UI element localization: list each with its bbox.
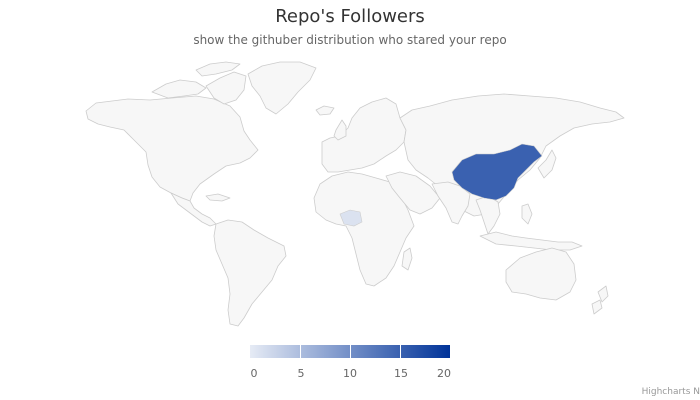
north-america-land — [85, 95, 259, 202]
greenland-land — [247, 61, 317, 115]
chart-title: Repo's Followers — [275, 6, 425, 27]
new-zealand-land — [597, 285, 609, 303]
south-america-land — [213, 219, 287, 327]
credits-link[interactable]: Highcharts N — [641, 387, 700, 397]
country-china[interactable] — [451, 143, 543, 201]
japan-land — [537, 149, 557, 179]
indonesia-land — [479, 231, 583, 251]
chart-subtitle: show the githuber distribution who stare… — [193, 33, 507, 47]
color-axis-gridline — [300, 345, 301, 358]
color-axis-gridline — [400, 345, 401, 358]
cuba-land — [205, 193, 231, 202]
madagascar-land — [401, 247, 413, 271]
new-zealand-south-land — [591, 299, 603, 315]
country-nigeria[interactable] — [339, 209, 363, 227]
great-britain-land — [333, 119, 347, 141]
iceland-land — [315, 105, 335, 116]
ellesmere-island-land — [195, 61, 241, 77]
baffin-island-land — [205, 71, 247, 105]
philippines-land — [521, 203, 533, 225]
color-axis-tick-15: 15 — [394, 367, 408, 380]
arctic-islands-land — [151, 79, 207, 99]
australia-land — [505, 247, 577, 301]
color-axis-tick-20: 20 — [437, 367, 451, 380]
color-axis-tick-0: 0 — [250, 367, 258, 380]
color-axis-tick-5: 5 — [297, 367, 305, 380]
color-axis-gridline — [350, 345, 351, 358]
color-axis-tick-10: 10 — [343, 367, 357, 380]
india-land — [431, 181, 471, 225]
africa-land — [313, 171, 415, 287]
middle-east-land — [385, 171, 441, 215]
